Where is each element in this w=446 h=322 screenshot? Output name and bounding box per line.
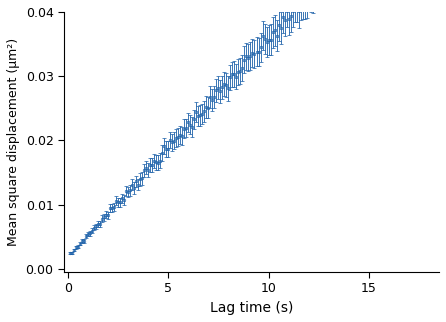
X-axis label: Lag time (s): Lag time (s) xyxy=(210,301,293,315)
Y-axis label: Mean square displacement (μm²): Mean square displacement (μm²) xyxy=(7,38,20,246)
